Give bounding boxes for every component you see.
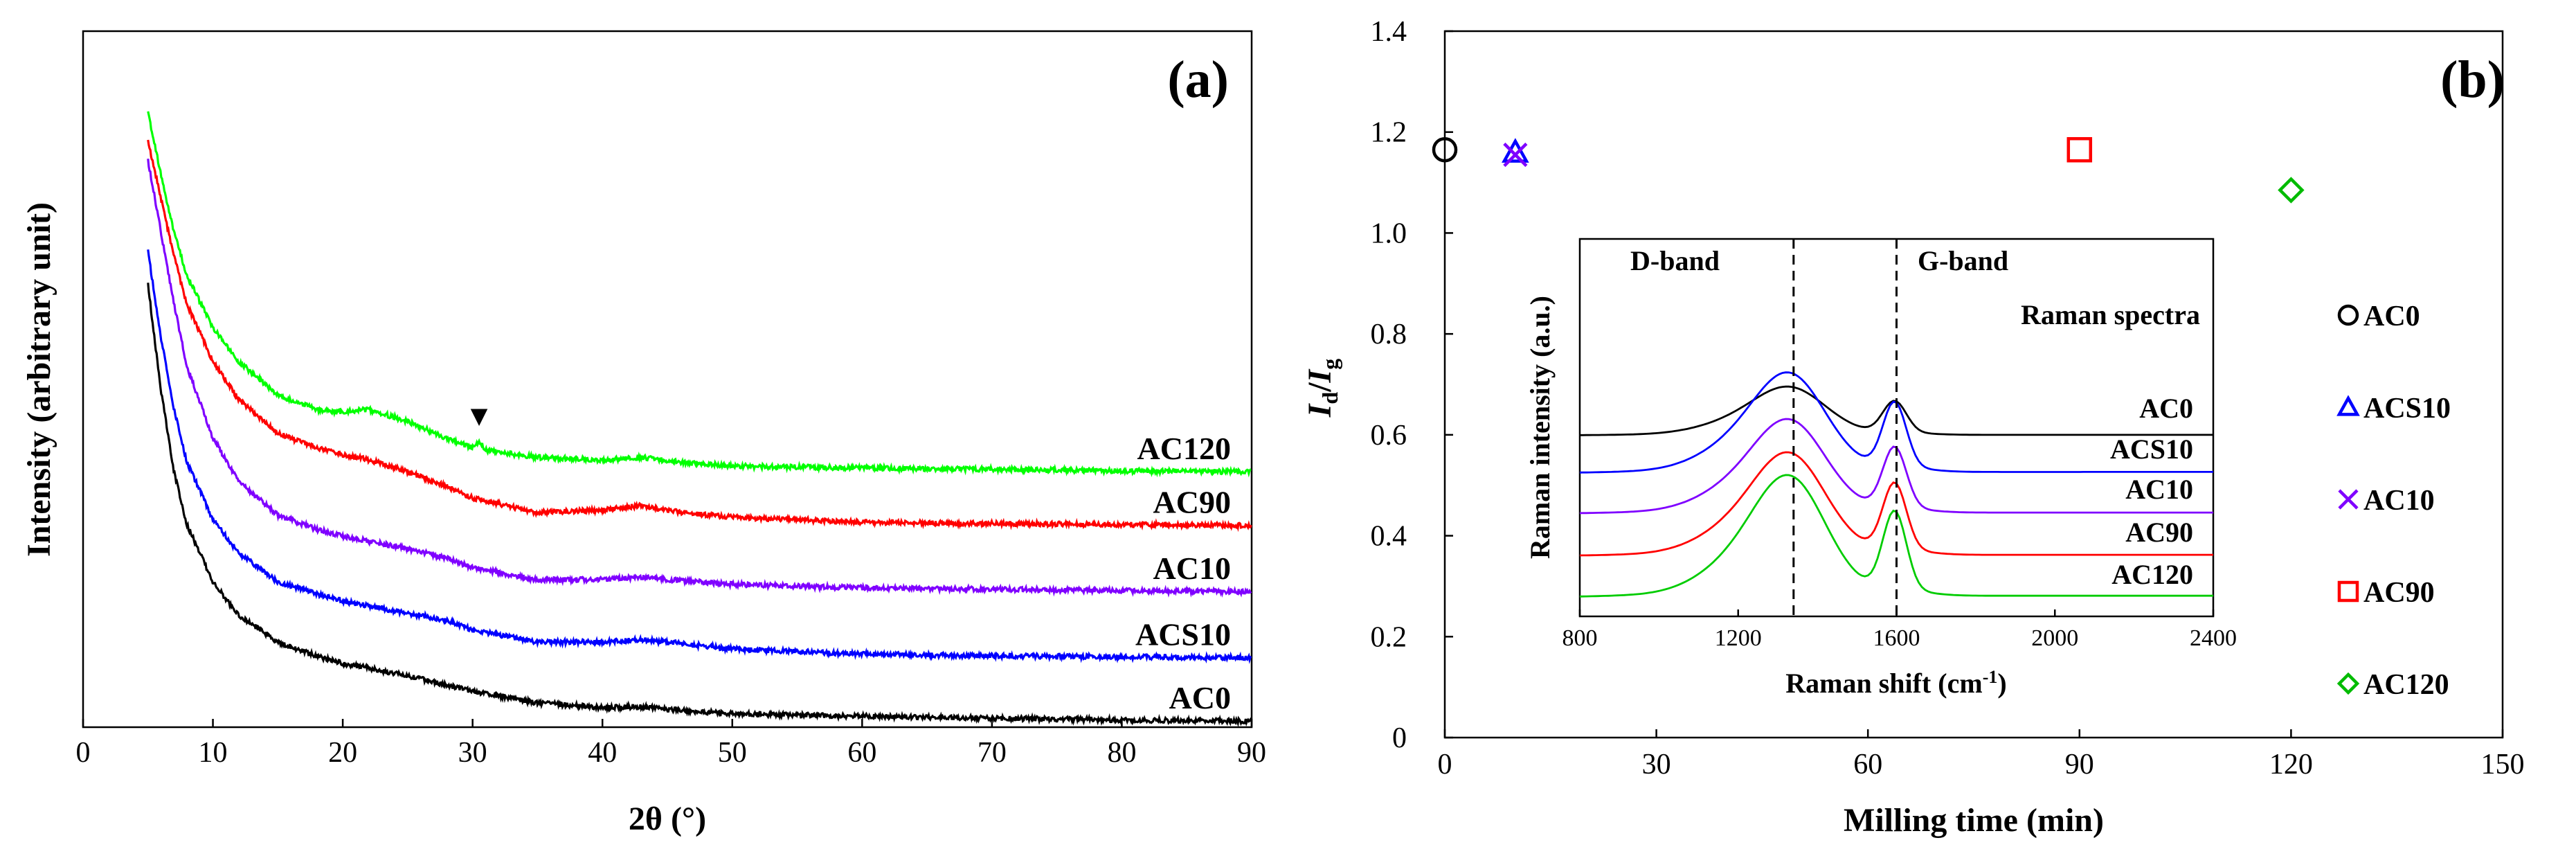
inset-x-tick-label: 1200 [1715,625,1762,651]
inset-label-ac0: AC0 [2139,393,2193,424]
inset-label-ac10: AC10 [2125,474,2193,505]
ylabel-sub-d: d [1317,392,1342,404]
legend-marker-ac10 [2338,489,2359,510]
panel-a-series-labels: AC0 ACS10 AC10 AC90 AC120 [1135,431,1231,715]
ylabel-I1: I [1301,402,1338,418]
panel-b-legend: AC0 ACS10 AC10 AC90 AC120 [2336,301,2451,701]
inset-xlabel-end: ) [1997,668,2006,699]
legend-marker-acs10 [2336,395,2360,416]
legend-label-ac10: AC10 [2363,485,2435,517]
panel-b-markers [1432,136,2305,204]
inset-x-ticks: 800 1200 1600 2000 2400 [1562,609,2237,651]
panel-a-label: (a) [1167,51,1229,109]
x-tick-label: 90 [1237,737,1266,769]
inset-xlabel-main: Raman shift (cm [1785,668,1982,699]
panel-a-xrd: 0 10 20 30 40 50 60 70 80 90 AC0 ACS10 AC10 AC90 AC12… [21,30,1266,837]
inset-x-tick-label: 800 [1562,625,1598,651]
legend-label-ac90: AC90 [2363,577,2435,609]
ylabel-I2: I [1301,368,1338,383]
inset-curves [1579,239,2213,616]
legend-label-ac120: AC120 [2363,669,2449,701]
panel-a-y-axis-title: Intensity (arbitrary unit) [21,202,57,557]
inset-y-axis-title: Raman intensity (a.u.) [1524,296,1556,559]
data-point-ac10 [1503,142,1528,168]
x-tick-label: 120 [2269,749,2313,781]
xrd-curve-ac10 [147,159,1252,598]
panel-b-ticks: 0 30 60 90 120 150 0 0.2 0.4 0.6 0.8 1.0 1.2 1.4 [1371,16,2525,781]
x-tick-label: 70 [978,737,1007,769]
x-tick-label: 20 [328,737,357,769]
y-tick-label: 1.0 [1371,217,1407,249]
x-tick-label: 30 [1642,749,1671,781]
y-tick-label: 0.6 [1371,420,1407,452]
legend-label-ac0: AC0 [2363,301,2420,332]
x-tick-label: 40 [588,737,617,769]
panel-b-y-axis-title: Id/Ig [1301,359,1342,418]
ylabel-sub-g: g [1317,359,1342,370]
x-tick-label: 50 [718,737,747,769]
x-tick-label: 30 [458,737,487,769]
d-band-label: D-band [1630,245,1720,276]
panel-a-curves [147,111,1252,728]
g-band-label: G-band [1918,245,2008,276]
series-label-acs10: ACS10 [1135,617,1231,652]
inset-x-tick-label: 2000 [2031,625,2078,651]
inset-label-ac90: AC90 [2125,517,2193,548]
inset-frame [1578,238,2215,618]
panel-b-label: (b) [2440,51,2505,109]
y-tick-label: 0.8 [1371,319,1407,350]
legend-marker-ac0 [2337,304,2359,326]
inset-label-acs10: ACS10 [2110,434,2193,465]
y-tick-label: 0.4 [1371,521,1407,553]
x-tick-label: 80 [1107,737,1136,769]
inset-label-ac120: AC120 [2111,559,2193,590]
inset-xlabel-sup: -1 [1983,667,1998,687]
x-tick-label: 10 [199,737,228,769]
series-label-ac10: AC10 [1153,551,1231,586]
data-point-ac120 [2278,177,2305,204]
xrd-curve-ac90 [147,139,1252,533]
y-tick-label: 1.2 [1371,117,1407,149]
legend-marker-ac90 [2337,580,2359,603]
x-tick-label: 60 [1853,749,1882,781]
panel-b-x-axis-title: Milling time (min) [1844,802,2104,839]
y-tick-label: 0.2 [1371,621,1407,653]
data-point-ac0 [1432,136,1458,163]
y-tick-label: 0 [1392,722,1407,754]
raman-inset: 800 1200 1600 2000 2400 AC0 ACS10 AC10 AC90 AC12… [1524,238,2237,699]
xrd-curve-acs10 [147,249,1252,664]
x-tick-label: 0 [1438,749,1452,781]
series-label-ac90: AC90 [1153,485,1231,520]
xrd-curve-ac120 [147,111,1252,478]
x-tick-label: 150 [2481,749,2525,781]
inset-x-axis-title: Raman shift (cm-1) [1785,667,2006,699]
inset-series-labels: AC0 ACS10 AC10 AC90 AC120 [2110,393,2193,590]
y-tick-label: 1.4 [1371,16,1407,48]
panel-a-x-ticks: 0 10 20 30 40 50 60 70 80 90 [76,719,1266,769]
legend-marker-ac120 [2336,672,2360,695]
inset-x-tick-label: 2400 [2190,625,2237,651]
legend-label-acs10: ACS10 [2363,393,2451,425]
inset-x-tick-label: 1600 [1873,625,1920,651]
peak-marker: ▼ [465,400,494,432]
series-label-ac0: AC0 [1169,680,1231,715]
xrd-curve-ac0 [147,283,1252,728]
panel-a-x-axis-title: 2θ (°) [629,801,706,837]
x-tick-label: 60 [847,737,876,769]
panel-b-frame [1443,30,2504,739]
inset-title: Raman spectra [2021,299,2200,330]
series-label-ac120: AC120 [1137,431,1231,466]
x-tick-label: 0 [76,737,91,769]
x-tick-label: 90 [2065,749,2094,781]
panel-a-frame [82,30,1253,729]
data-point-ac90 [2066,136,2093,163]
ylabel-slash: / [1301,382,1338,393]
